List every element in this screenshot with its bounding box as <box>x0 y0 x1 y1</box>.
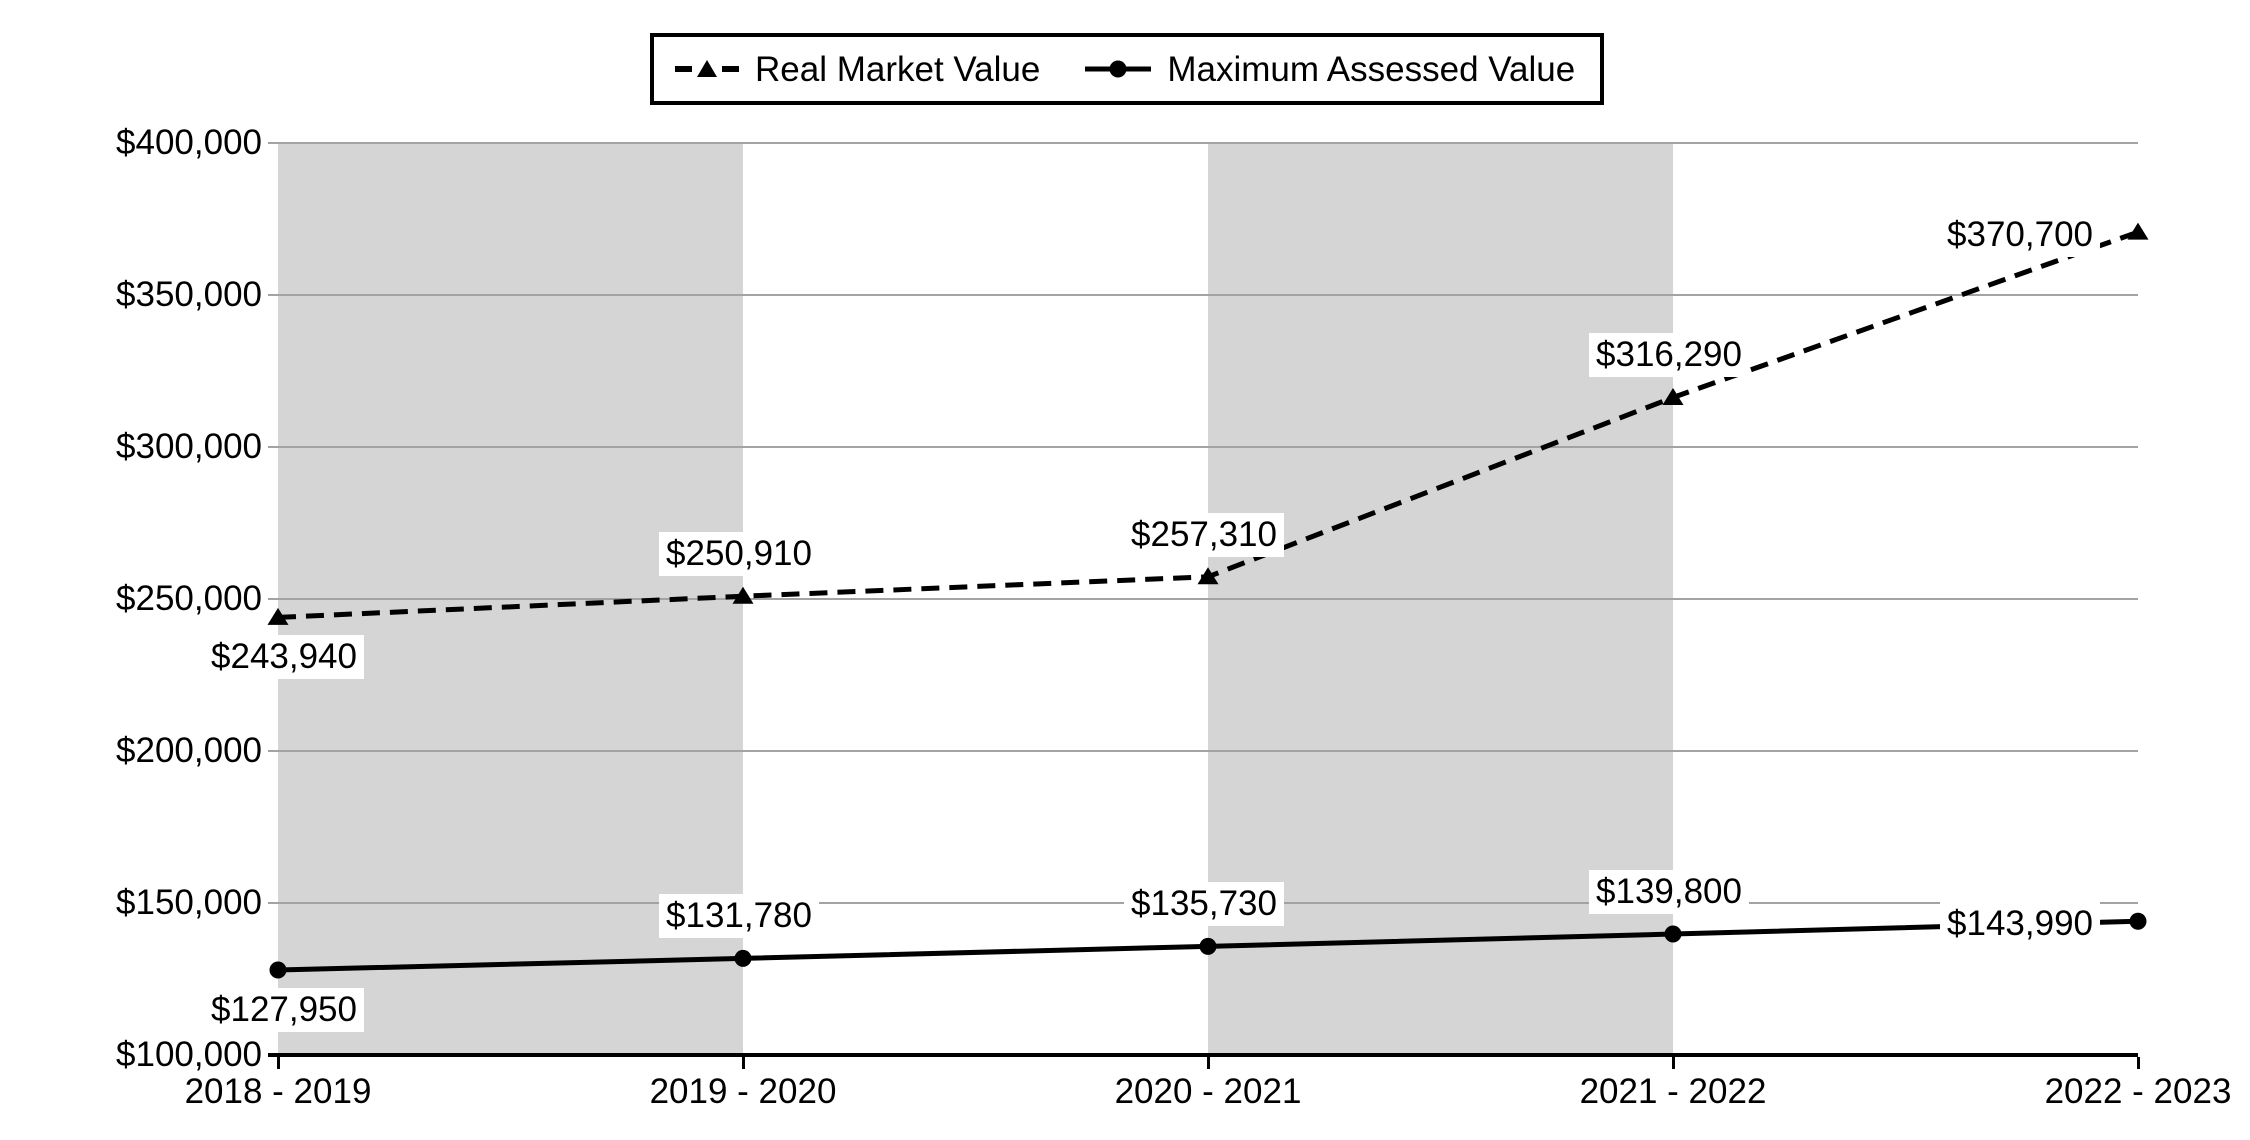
x-axis-tick-label: 2021 - 2022 <box>1579 1072 1767 1111</box>
x-axis-tick-label: 2022 - 2023 <box>2044 1072 2232 1111</box>
y-axis-tick-label: $300,000 <box>116 427 262 466</box>
y-axis-tick-label: $250,000 <box>116 579 262 618</box>
circle-data-point-marker <box>734 949 752 967</box>
data-point-label: $127,950 <box>204 988 364 1033</box>
circle-data-point-marker <box>1664 925 1682 943</box>
legend-item-maximum-assessed-value: Maximum Assessed Value <box>1085 52 1575 87</box>
data-point-label: $143,990 <box>1940 902 2100 947</box>
circle-data-point-marker <box>2129 912 2147 930</box>
y-axis-tick-label: $200,000 <box>116 731 262 770</box>
gridline <box>268 750 2138 752</box>
x-axis-tick-label: 2019 - 2020 <box>649 1072 837 1111</box>
x-axis-tick-label: 2020 - 2021 <box>1114 1072 1302 1111</box>
gridline <box>268 142 2138 144</box>
series-line-dashed <box>277 229 2139 620</box>
x-axis-tickmark <box>1207 1057 1210 1069</box>
x-axis-tickmark <box>1672 1057 1675 1069</box>
y-axis-tick-label: $350,000 <box>116 275 262 314</box>
gridline <box>268 598 2138 600</box>
y-axis-tick-label: $150,000 <box>116 883 262 922</box>
data-point-label: $243,940 <box>204 635 364 680</box>
legend: Real Market Value Maximum Assessed Value <box>650 33 1604 105</box>
legend-label-real-market-value: Real Market Value <box>755 49 1041 89</box>
dashed-line-triangle-marker-icon <box>675 60 739 77</box>
legend-item-real-market-value: Real Market Value <box>675 52 1040 87</box>
triangle-data-point-marker <box>1197 567 1219 585</box>
gridline <box>268 294 2138 296</box>
triangle-data-point-marker <box>1662 387 1684 405</box>
x-axis-line <box>268 1053 2138 1057</box>
x-axis-tick-label: 2018 - 2019 <box>184 1072 372 1111</box>
circle-data-point-marker <box>269 961 287 979</box>
data-point-label: $257,310 <box>1124 512 1284 557</box>
data-point-label: $139,800 <box>1589 870 1749 914</box>
y-axis-tick-label: $100,000 <box>116 1035 262 1074</box>
data-point-label: $131,780 <box>659 894 819 939</box>
solid-line-circle-marker-icon <box>1085 60 1152 78</box>
data-point-label: $370,700 <box>1940 213 2100 258</box>
triangle-data-point-marker <box>732 586 754 604</box>
triangle-data-point-marker <box>2127 222 2149 240</box>
legend-label-maximum-assessed-value: Maximum Assessed Value <box>1167 49 1576 89</box>
triangle-data-point-marker <box>267 607 289 625</box>
y-axis-tick-label: $400,000 <box>116 123 262 162</box>
x-axis-tickmark <box>277 1057 280 1069</box>
x-axis-tickmark <box>2137 1057 2140 1069</box>
gridline <box>268 446 2138 448</box>
data-point-label: $250,910 <box>659 532 819 577</box>
x-axis-tickmark <box>742 1057 745 1069</box>
data-point-label: $135,730 <box>1124 882 1284 927</box>
circle-data-point-marker <box>1199 937 1217 955</box>
data-point-label: $316,290 <box>1589 333 1749 378</box>
